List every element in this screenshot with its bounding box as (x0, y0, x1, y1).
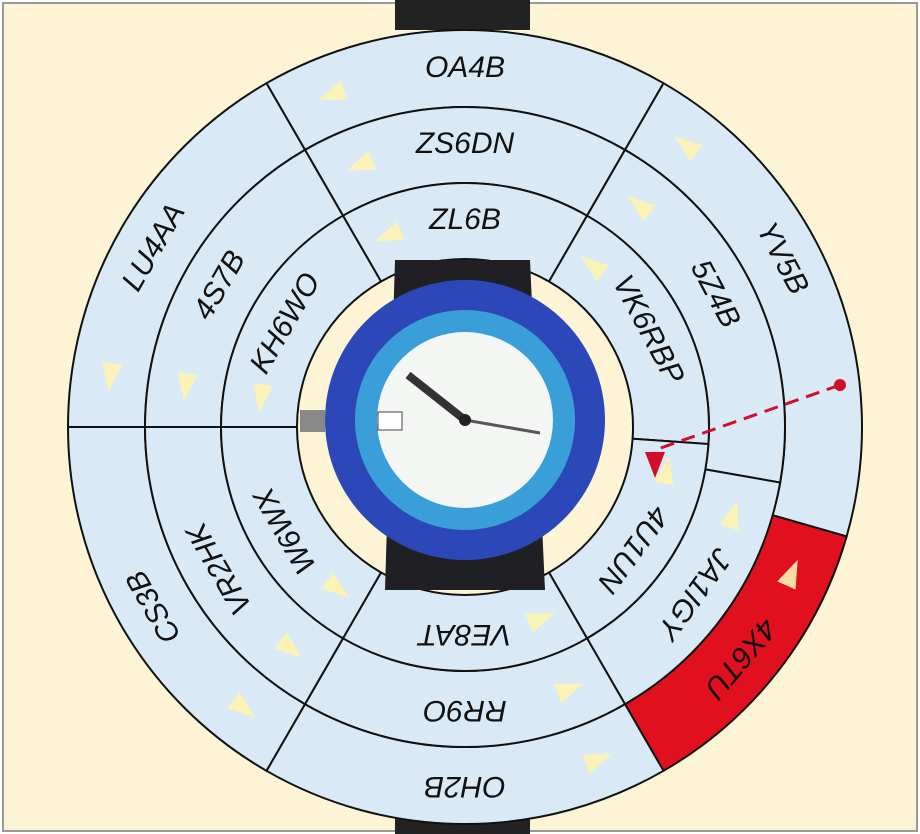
watch-strap-top (395, 0, 530, 30)
arrow-head (645, 452, 665, 478)
direction-arrow (102, 361, 123, 392)
beacon-label: OA4B (425, 51, 505, 84)
direction-arrow (653, 456, 674, 486)
direction-arrow (374, 221, 405, 242)
beacon-label: OH2B (424, 770, 506, 803)
direction-arrow (674, 136, 703, 162)
direction-arrow (177, 372, 198, 402)
direction-arrow (777, 559, 798, 590)
direction-arrow (253, 383, 273, 413)
ring-segment (219, 214, 383, 428)
direction-arrow (274, 632, 303, 658)
direction-arrow (580, 256, 610, 282)
direction-arrow (627, 196, 656, 222)
dashed-arrow (654, 383, 841, 452)
beacon-label: RR9O (423, 694, 506, 727)
direction-arrow (317, 80, 348, 101)
transition-arrow (645, 379, 846, 478)
direction-arrow (227, 692, 256, 718)
beacon-label: ZS6DN (415, 127, 515, 160)
direction-arrow (582, 753, 613, 774)
direction-arrow (525, 612, 556, 633)
watch-hour-hand (405, 371, 468, 424)
watch (300, 260, 605, 590)
arrow-start (834, 379, 846, 391)
direction-arrow (320, 572, 350, 598)
watch-date (377, 411, 403, 431)
watch-crown (300, 410, 325, 432)
beacon-label: VE8AT (416, 618, 511, 651)
direction-arrow (346, 151, 377, 171)
beacon-label: ZL6B (428, 203, 501, 236)
direction-arrow (719, 500, 739, 531)
direction-arrow (553, 683, 584, 703)
watch-pin (459, 414, 471, 426)
watch-minute-hand (464, 418, 541, 435)
